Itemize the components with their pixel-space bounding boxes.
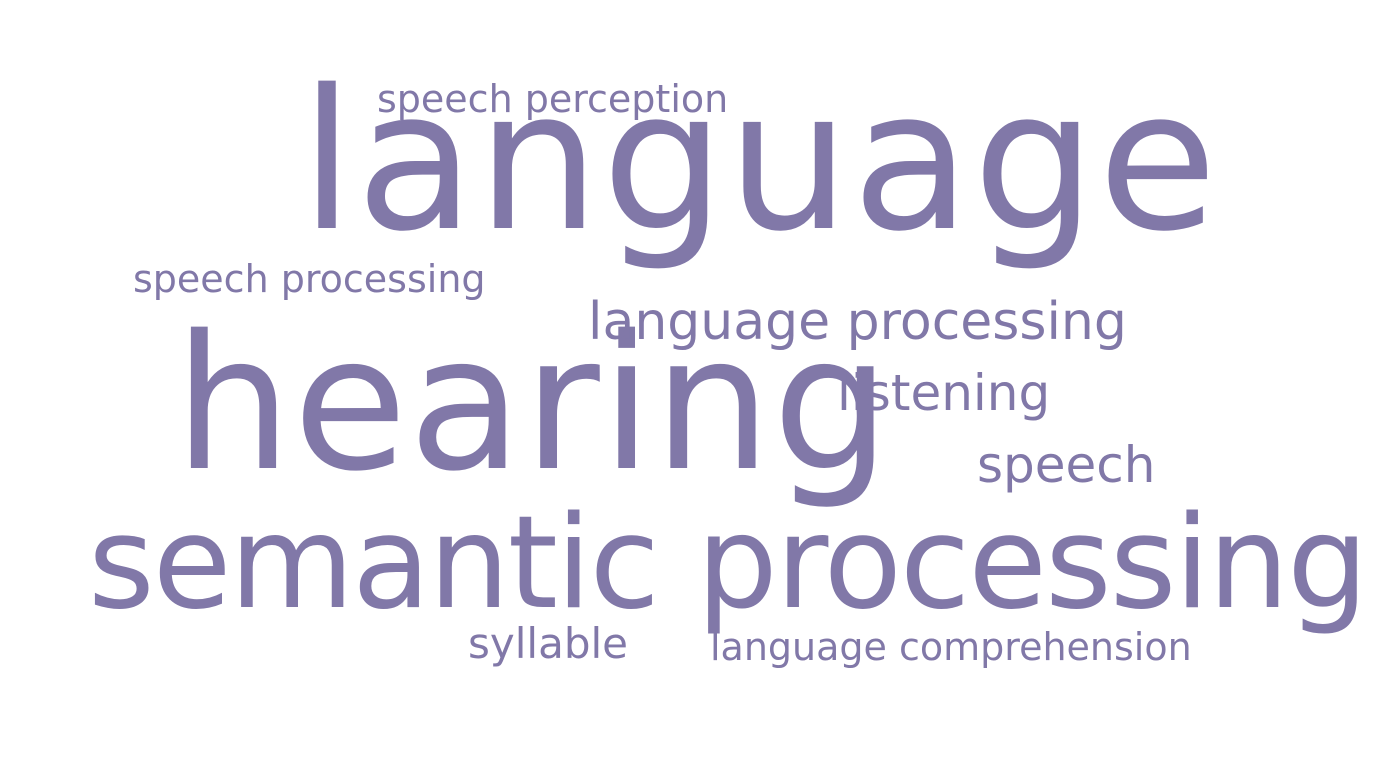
word-hearing: hearing [174, 295, 892, 512]
word-language-processing: language processing [588, 292, 1127, 352]
word-speech-perception: speech perception [377, 77, 729, 121]
word-semantic-processing: semantic processing [88, 489, 1368, 638]
word-speech-processing: speech processing [133, 257, 486, 301]
word-listening: listening [837, 364, 1051, 422]
word-language: language [300, 48, 1220, 274]
word-syllable: syllable [468, 619, 628, 668]
word-language-comprehension: language comprehension [710, 625, 1192, 669]
word-speech: speech [977, 436, 1156, 494]
